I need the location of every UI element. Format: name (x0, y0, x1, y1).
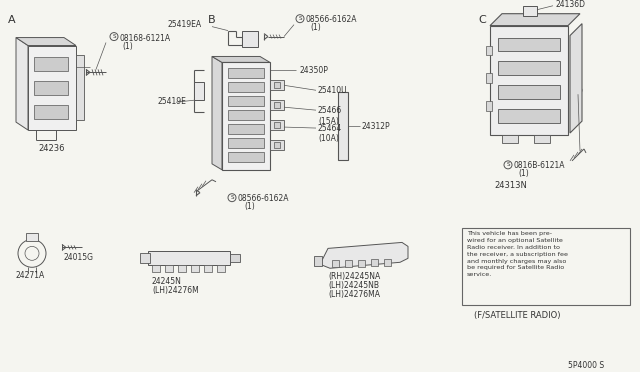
Bar (28, 45, 76, 130)
Text: 08566-6162A: 08566-6162A (238, 194, 289, 203)
Bar (270, 80, 284, 90)
Bar (270, 140, 284, 150)
Bar (498, 38, 560, 51)
Bar (274, 102, 280, 108)
Bar (228, 68, 264, 78)
Bar (222, 62, 270, 170)
Bar (314, 256, 322, 266)
Bar (228, 124, 264, 134)
Bar (490, 26, 568, 135)
Text: 25466
(15A): 25466 (15A) (318, 106, 342, 126)
Text: 24271A: 24271A (16, 271, 45, 280)
Bar (228, 82, 264, 92)
Bar (148, 251, 230, 265)
Bar (498, 85, 560, 99)
Bar (228, 138, 264, 148)
Text: S: S (230, 195, 234, 200)
Text: B: B (208, 15, 216, 25)
Bar (274, 82, 280, 88)
Text: 24312P: 24312P (362, 122, 390, 131)
Bar (486, 73, 492, 83)
Bar (332, 260, 339, 267)
Text: (F/SATELLITE RADIO): (F/SATELLITE RADIO) (474, 311, 561, 320)
Bar (371, 259, 378, 266)
Text: 25419E: 25419E (158, 97, 187, 106)
Text: 25419EA: 25419EA (168, 20, 202, 29)
Text: 08168-6121A: 08168-6121A (120, 33, 171, 42)
Bar (274, 142, 280, 148)
Bar (486, 101, 492, 111)
Text: 24350P: 24350P (300, 67, 329, 76)
Bar (152, 265, 160, 272)
Polygon shape (212, 57, 270, 62)
Text: (1): (1) (310, 23, 321, 32)
Text: (LH)24276M: (LH)24276M (152, 286, 199, 295)
Bar (228, 152, 264, 162)
Bar (228, 110, 264, 120)
Bar (242, 31, 258, 46)
Text: 0816B-6121A: 0816B-6121A (514, 161, 566, 170)
Bar (217, 265, 225, 272)
Bar (34, 105, 68, 119)
Bar (204, 265, 212, 272)
Text: 25410U: 25410U (318, 86, 348, 95)
Bar (384, 259, 391, 266)
Bar (191, 265, 199, 272)
Polygon shape (16, 38, 28, 130)
Text: 5P4000 S: 5P4000 S (568, 361, 604, 370)
Text: (LH)24245NB: (LH)24245NB (328, 281, 379, 290)
Text: A: A (8, 15, 15, 25)
Bar (194, 82, 204, 100)
Bar (498, 61, 560, 76)
Bar (165, 265, 173, 272)
Bar (358, 260, 365, 267)
Text: This vehicle has been pre-
wired for an optional Satellite
Radio receiver. In ad: This vehicle has been pre- wired for an … (467, 231, 568, 277)
Polygon shape (570, 24, 582, 133)
Text: S: S (112, 34, 116, 39)
Bar (274, 122, 280, 128)
Text: 24313N: 24313N (494, 181, 527, 190)
Bar (534, 135, 550, 143)
Bar (76, 55, 84, 120)
Text: (1): (1) (518, 169, 529, 178)
Text: (RH)24245NA: (RH)24245NA (328, 272, 380, 281)
Bar (338, 92, 348, 160)
Bar (34, 81, 68, 95)
Bar (178, 265, 186, 272)
Text: C: C (478, 15, 486, 25)
Bar (270, 100, 284, 110)
Text: 24245N: 24245N (152, 277, 182, 286)
Text: 24136D: 24136D (555, 0, 585, 9)
Bar (498, 109, 560, 123)
Text: (1): (1) (122, 42, 132, 51)
Bar (34, 57, 68, 71)
Polygon shape (320, 243, 408, 268)
Text: 24015G: 24015G (64, 253, 94, 262)
Bar (502, 135, 518, 143)
Text: S: S (298, 16, 301, 21)
Bar (462, 228, 630, 305)
Text: S: S (506, 162, 509, 167)
Text: (1): (1) (244, 202, 255, 211)
Bar (486, 45, 492, 55)
Text: 24236: 24236 (38, 144, 65, 153)
Text: 08566-6162A: 08566-6162A (306, 15, 358, 24)
Bar (140, 253, 150, 263)
Polygon shape (490, 14, 580, 26)
Bar (228, 96, 264, 106)
Text: 25464
(10A): 25464 (10A) (318, 124, 342, 144)
Bar (270, 120, 284, 130)
Bar (230, 254, 240, 262)
Polygon shape (212, 57, 222, 170)
Bar (26, 234, 38, 241)
Bar (345, 260, 352, 267)
Polygon shape (16, 38, 76, 45)
Bar (523, 6, 537, 16)
Text: (LH)24276MA: (LH)24276MA (328, 290, 380, 299)
